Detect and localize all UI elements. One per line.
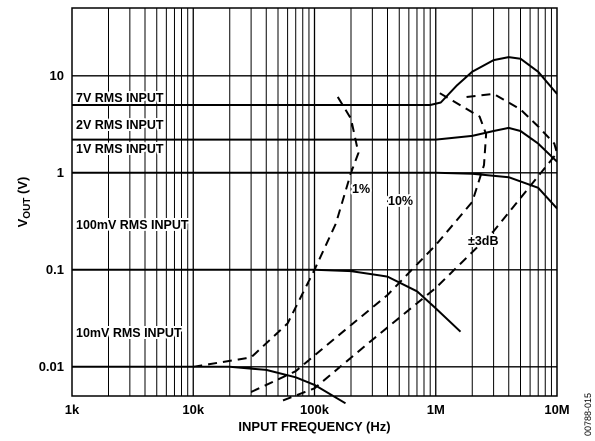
series-line-4 (72, 365, 347, 405)
series-label: 1V RMS INPUT (76, 142, 164, 156)
series-label-halo: 10% (388, 194, 413, 208)
grid-lines (72, 8, 557, 396)
x-axis-title: INPUT FREQUENCY (Hz) (238, 419, 390, 434)
x-tick-label: 1M (427, 402, 445, 417)
series-label: 7V RMS INPUT (76, 91, 164, 105)
y-axis-title: VOUT (V) (15, 177, 33, 228)
series-label-halo: 7V RMS INPUT (76, 91, 164, 105)
plot-frame (71, 7, 558, 397)
series-lines (72, 56, 558, 405)
series-label-halo: 10mV RMS INPUT (76, 326, 182, 340)
series-line-5 (193, 93, 360, 368)
tick-labels: 1k 10k 100k 1M 10M 0.01 0.1 1 10 (39, 68, 570, 417)
series-label: 2V RMS INPUT (76, 118, 164, 132)
y-tick-label: 0.01 (39, 359, 64, 374)
series-label: 10% (388, 194, 413, 208)
series-label-halo: 100mV RMS INPUT (76, 218, 189, 232)
figure-code: 00788-015 (583, 393, 593, 436)
series-line-7 (282, 92, 558, 402)
series-label: ±3dB (468, 234, 498, 248)
series-line-6 (250, 89, 488, 393)
series-label: 1% (352, 182, 370, 196)
y-axis-title-subscript: OUT (22, 198, 33, 219)
series-label-halo: 1V RMS INPUT (76, 142, 164, 156)
y-tick-label: 10 (50, 68, 64, 83)
series-label-halo: ±3dB (468, 234, 498, 248)
y-tick-label: 1 (57, 165, 64, 180)
series-label-halo: 1% (352, 182, 370, 196)
series-line-1 (72, 126, 558, 163)
series-label: 100mV RMS INPUT (76, 218, 189, 232)
x-tick-label: 100k (300, 402, 330, 417)
x-tick-label: 10k (182, 402, 204, 417)
series-line-0 (72, 56, 558, 106)
y-axis-title-unit: (V) (15, 177, 30, 198)
x-tick-label: 10M (544, 402, 569, 417)
y-axis-title-main: V (15, 218, 30, 227)
x-tick-label: 1k (65, 402, 80, 417)
series-label: 10mV RMS INPUT (76, 326, 182, 340)
y-tick-label: 0.1 (46, 262, 64, 277)
series-line-2 (72, 171, 558, 210)
series-label-halo: 2V RMS INPUT (76, 118, 164, 132)
